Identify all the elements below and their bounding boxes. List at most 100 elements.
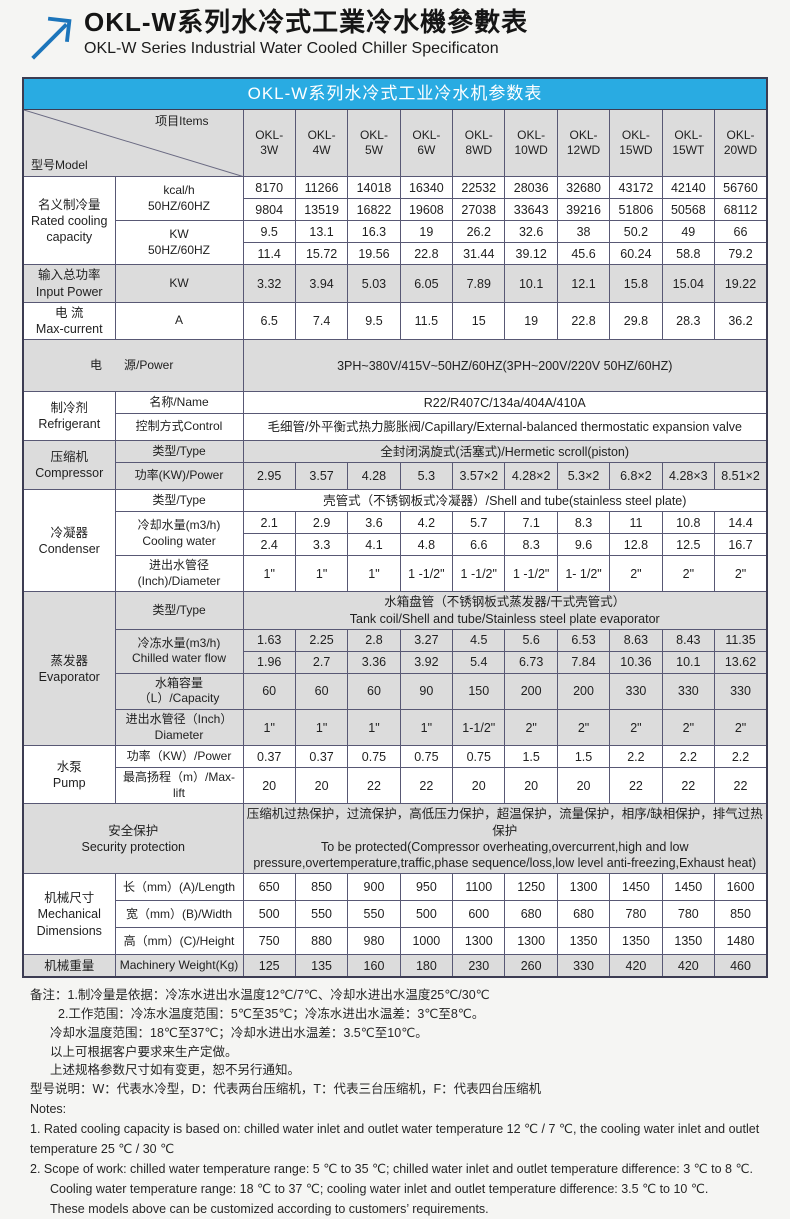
value-cell: 1" [347,555,401,593]
row-refrigerant-name: 制冷剂 Refrigerant 名称/Name R22/R407C/134a/4… [22,391,768,442]
item-evap-diameter: 进出水管径（Inch） Diameter [114,709,244,747]
group-max-current: 电 流 Max-current [22,301,116,341]
value-cell: 7.84 [556,650,611,674]
value-cell: 3.94 [294,264,349,303]
value-cell: 500 [399,900,454,929]
value-cell: 8.43 [661,628,716,652]
value-cell: 32.6 [504,220,558,244]
model-header-cell: OKL- 6W [399,108,454,178]
value-cell: 42140 [661,176,716,200]
power-label-zh: 电 [89,357,102,372]
value-cell: 39.12 [504,242,558,266]
value-cell: 20 [504,767,558,805]
value-cell: 600 [452,900,506,929]
model-header-cell: OKL- 15WD [609,108,663,178]
value-cell: 680 [504,900,558,929]
value-cell: 0.37 [242,745,296,769]
power-supply-value: 3PH~380V/415V~50HZ/60HZ(3PH~200V/220V 50… [242,339,768,393]
value-cell: 5.03 [347,264,401,303]
value-cell: 200 [556,672,611,711]
value-cell: 2.4 [242,533,296,557]
value-cell: 650 [242,873,296,902]
row-kw-60hz: 11.4 15.72 19.56 22.8 31.44 39.12 45.6 60.24 58.… [23,242,768,266]
value-cell: 16.7 [714,533,768,557]
item-pump-power: 功率（KW）/Power [114,745,244,769]
value-cell: 68112 [714,198,768,222]
table-title-row: OKL-W系列水冷式工业冷水机参数表 [22,77,768,110]
value-cell: 49 [661,220,716,244]
value-cell: 3.57×2 [452,462,506,491]
value-cell: 5.4 [452,650,506,674]
value-cell: 26.2 [452,220,506,244]
value-cell: 1300 [556,873,611,902]
value-cell: 1300 [504,927,558,956]
value-cell: 19 [504,301,558,341]
value-cell: 8.51×2 [714,462,768,491]
refrigerant-name-value: R22/R407C/134a/404A/410A [242,391,768,415]
value-cell: 980 [347,927,401,956]
value-cell: 180 [399,954,454,978]
value-cell: 6.53 [556,628,611,652]
model-header-row: 型号Model 项目Items OKL- 3W OKL- 4W OKL- 5W OKL… [22,108,768,178]
item-current-a: A [114,301,244,341]
value-cell: 29.8 [609,301,663,341]
item-kw: KW 50HZ/60HZ [114,220,244,266]
control-value: 毛细管/外平衡式热力膨胀阀/Capillary/External-balance… [242,413,768,442]
row-evaporator-diameter: 进出水管径（Inch） Diameter 1" 1" 1" 1" 1-1/2" 2" 2" 2… [23,709,768,747]
value-cell: 1350 [609,927,663,956]
value-cell: 7.4 [294,301,349,341]
value-cell: 15.72 [294,242,349,266]
value-cell: 6.6 [452,533,506,557]
value-cell: 19 [399,220,454,244]
value-cell: 2" [714,555,768,593]
value-cell: 11.4 [242,242,296,266]
note-line: 备注：1.制冷量是依据：冷冻水进出水温度12℃/7℃、冷却水进出水温度25℃/3… [30,988,490,1003]
value-cell: 1- 1/2" [556,555,611,593]
value-cell: 3.3 [294,533,349,557]
value-cell: 90 [399,672,454,711]
value-cell: 460 [714,954,768,978]
value-cell: 0.75 [399,745,454,769]
value-cell: 5.7 [452,511,506,535]
value-cell: 1250 [504,873,558,902]
value-cell: 550 [294,900,349,929]
value-cell: 1" [242,709,296,747]
item-height: 高（mm）(C)/Height [114,927,244,956]
item-name: 名称/Name [114,391,244,415]
value-cell: 10.8 [661,511,716,535]
value-cell: 13.62 [714,650,768,674]
value-cell: 9.6 [556,533,611,557]
item-cond-type: 类型/Type [114,489,244,513]
group-refrigerant: 制冷剂 Refrigerant [22,391,116,442]
value-cell: 28.3 [661,301,716,341]
value-cell: 2.2 [661,745,716,769]
item-kcal: kcal/h 50HZ/60HZ [114,176,244,222]
value-cell: 2" [609,555,663,593]
value-cell: 1300 [452,927,506,956]
model-header-cell: OKL- 15WT [661,108,716,178]
item-length: 长（mm）(A)/Length [114,873,244,902]
value-cell: 420 [661,954,716,978]
value-cell: 1480 [714,927,768,956]
value-cell: 2" [714,709,768,747]
value-cell: 1600 [714,873,768,902]
value-cell: 200 [504,672,558,711]
value-cell: 780 [609,900,663,929]
value-cell: 43172 [609,176,663,200]
value-cell: 33643 [504,198,558,222]
weight-group-label: 机械重量 [22,954,116,978]
value-cell: 22.8 [399,242,454,266]
value-cell: 1" [242,555,296,593]
value-cell: 1000 [399,927,454,956]
value-cell: 9.5 [347,301,401,341]
value-cell: 330 [661,672,716,711]
page-subtitle: OKL-W Series Industrial Water Cooled Chi… [84,39,499,57]
value-cell: 2.7 [294,650,349,674]
value-cell: 6.73 [504,650,558,674]
value-cell: 15.04 [661,264,716,303]
value-cell: 3.6 [347,511,401,535]
row-length: 机械尺寸 Mechanical Dimensions 长（mm）(A)/Leng… [22,873,768,956]
spec-table: OKL-W系列水冷式工业冷水机参数表 型号Model 项目Items OKL- … [22,77,768,979]
security-label: 安全保护 Security protection [22,803,244,875]
value-cell: 19.22 [714,264,768,303]
